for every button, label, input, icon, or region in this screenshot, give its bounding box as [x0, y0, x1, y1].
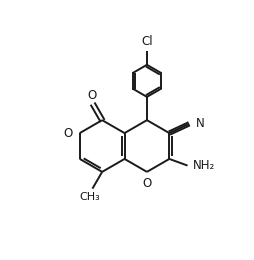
Text: N: N [195, 117, 204, 130]
Text: O: O [64, 127, 73, 140]
Text: O: O [142, 177, 152, 190]
Text: Cl: Cl [141, 35, 153, 48]
Text: CH₃: CH₃ [80, 192, 100, 202]
Text: O: O [87, 88, 97, 101]
Text: NH₂: NH₂ [193, 159, 215, 172]
